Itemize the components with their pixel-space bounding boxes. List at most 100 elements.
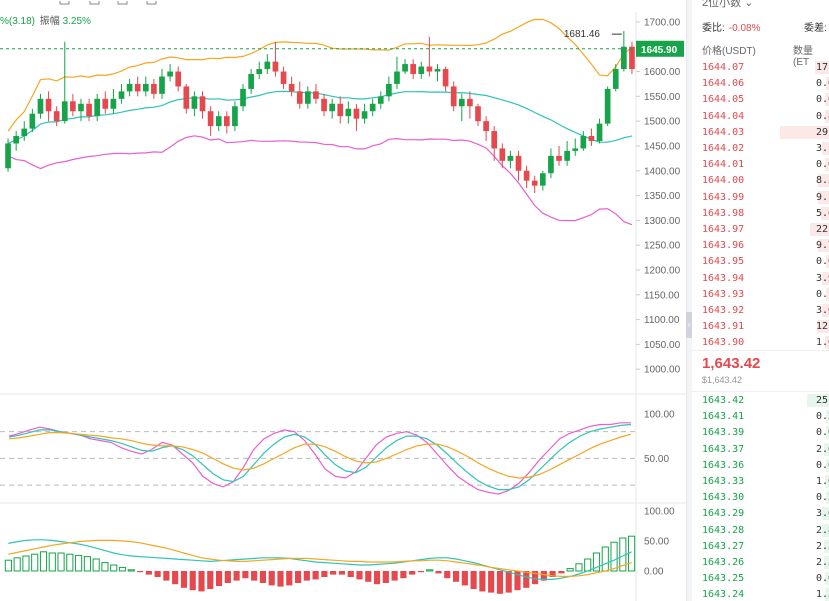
order-qty: 3.1 xyxy=(816,143,829,154)
depth-bar xyxy=(826,255,829,269)
price-tick-label: 1600.00 xyxy=(644,67,681,78)
ask-row[interactable]: 1643.94 3.9 xyxy=(692,271,829,287)
bid-row[interactable]: 1643.41 0.2 xyxy=(692,409,829,425)
collapse-handle-icon[interactable]: › xyxy=(686,312,692,338)
bid-row[interactable]: 1643.26 2.5 xyxy=(692,555,829,571)
candle-body xyxy=(313,91,319,99)
order-book-header: 价格(USDT) 数量(ET xyxy=(702,42,829,68)
depth-bar xyxy=(822,304,829,317)
ask-row[interactable]: 1644.04 0.8 xyxy=(692,109,829,125)
macd-bar xyxy=(575,563,583,572)
macd-bar xyxy=(461,571,468,586)
macd-bar xyxy=(13,557,21,572)
bid-row[interactable]: 1643.33 1.0 xyxy=(692,474,829,490)
candle-body xyxy=(94,98,101,117)
macd-tick-label: 50.00 xyxy=(644,537,669,548)
order-qty: 17.1 xyxy=(816,62,829,73)
ask-row[interactable]: 1644.03 29.6 xyxy=(692,125,829,141)
macd-bar xyxy=(365,571,372,582)
panel-divider[interactable] xyxy=(686,0,692,601)
candle-body xyxy=(410,64,417,75)
candlestick-chart[interactable]: 1700.001650.001600.001550.001500.001450.… xyxy=(0,0,686,601)
macd-bar xyxy=(118,566,127,572)
bid-row[interactable]: 1643.27 2.3 xyxy=(692,539,829,555)
order-qty: 0.6 xyxy=(816,159,829,171)
order-qty: 1.5 xyxy=(816,589,829,601)
order-qty: 9.1 xyxy=(816,191,829,203)
ask-row[interactable]: 1643.95 0.0 xyxy=(692,254,829,270)
last-price: 1,643.42 xyxy=(702,355,761,372)
macd-bar xyxy=(330,571,337,575)
order-price: 1643.39 xyxy=(702,427,745,439)
macd-bar xyxy=(189,571,196,591)
price-tick-label: 1100.00 xyxy=(644,315,680,326)
depth-bar xyxy=(826,287,829,301)
price-tick-label: 1050.00 xyxy=(644,340,681,351)
current-price-label: 1645.90 xyxy=(641,45,678,56)
bid-row[interactable]: 1643.29 3.0 xyxy=(692,506,829,522)
current-price-tag xyxy=(636,40,684,57)
depth-bar xyxy=(824,93,829,107)
candle-body xyxy=(167,71,173,77)
bid-row[interactable]: 1643.39 0.0 xyxy=(692,425,829,441)
depth-bar xyxy=(822,142,829,155)
bid-row[interactable]: 1643.37 2.0 xyxy=(692,442,829,458)
candle-body xyxy=(264,61,271,70)
ask-row[interactable]: 1644.07 17.1 xyxy=(692,60,829,76)
oscillator-line xyxy=(8,422,631,495)
diff-label: 委差: xyxy=(804,23,827,34)
lower-band-line xyxy=(7,135,633,226)
bid-row[interactable]: 1643.42 25.1 xyxy=(692,393,829,409)
bid-row[interactable]: 1643.30 0.2 xyxy=(692,490,829,506)
depth-bar xyxy=(823,442,829,456)
order-price: 1644.03 xyxy=(702,126,745,138)
depth-bar xyxy=(779,125,829,139)
high-annotation-label: 1681.46 xyxy=(564,29,601,40)
order-qty: 2.5 xyxy=(816,557,829,568)
order-qty: 0.1 xyxy=(816,288,829,300)
ask-row[interactable]: 1644.05 0.6 xyxy=(692,92,829,108)
ask-row[interactable]: 1643.90 1.6 xyxy=(692,335,829,351)
price-tick-label: 1300.00 xyxy=(644,216,681,227)
bid-row[interactable]: 1643.24 1.5 xyxy=(692,587,829,601)
ask-row[interactable]: 1643.97 22.8 xyxy=(692,222,829,238)
candle-body xyxy=(556,155,562,161)
candle-body xyxy=(580,136,587,149)
bid-row[interactable]: 1643.36 0.0 xyxy=(692,458,829,474)
bid-row[interactable]: 1643.25 0.6 xyxy=(692,571,829,587)
chart-area[interactable]: %(3.18) 振幅 3.25% 1700.001650.001600.0015… xyxy=(0,0,686,601)
macd-bar xyxy=(75,554,83,572)
depth-bar xyxy=(818,190,829,204)
macd-bar xyxy=(57,552,65,572)
macd-bar xyxy=(31,553,39,572)
ask-row[interactable]: 1643.96 9.7 xyxy=(692,238,829,254)
order-price: 1644.04 xyxy=(702,110,745,122)
order-price: 1644.01 xyxy=(702,159,745,171)
candle-body xyxy=(564,150,570,161)
ask-row[interactable]: 1643.99 9.1 xyxy=(692,190,829,206)
candle-body xyxy=(475,106,481,122)
toolbar-icon xyxy=(89,0,100,5)
price-tick-label: 1450.00 xyxy=(644,141,681,152)
candle-body xyxy=(126,83,133,92)
ask-row[interactable]: 1644.06 0.0 xyxy=(692,76,829,92)
ask-row[interactable]: 1644.00 8.3 xyxy=(692,173,829,189)
order-qty: 0.2 xyxy=(816,492,829,504)
bid-row[interactable]: 1643.28 2.8 xyxy=(692,523,829,539)
ask-row[interactable]: 1644.02 3.1 xyxy=(692,141,829,157)
candle-body xyxy=(467,98,473,107)
order-qty: 2.3 xyxy=(816,540,829,552)
ask-row[interactable]: 1643.91 12.1 xyxy=(692,319,829,335)
macd-bar xyxy=(356,571,363,580)
ask-row[interactable]: 1643.93 0.1 xyxy=(692,287,829,303)
precision-selector[interactable]: 2位小数 ⌄ xyxy=(702,0,753,10)
depth-bar xyxy=(823,539,829,553)
ask-row[interactable]: 1644.01 0.6 xyxy=(692,157,829,173)
macd-bar xyxy=(101,562,109,572)
ask-row[interactable]: 1643.92 3.0 xyxy=(692,303,829,319)
ask-row[interactable]: 1643.98 5.6 xyxy=(692,206,829,222)
qty-header: 数量(ET xyxy=(793,46,813,68)
macd-bar xyxy=(470,571,477,589)
candle-body xyxy=(621,46,627,70)
depth-bar xyxy=(824,572,829,586)
